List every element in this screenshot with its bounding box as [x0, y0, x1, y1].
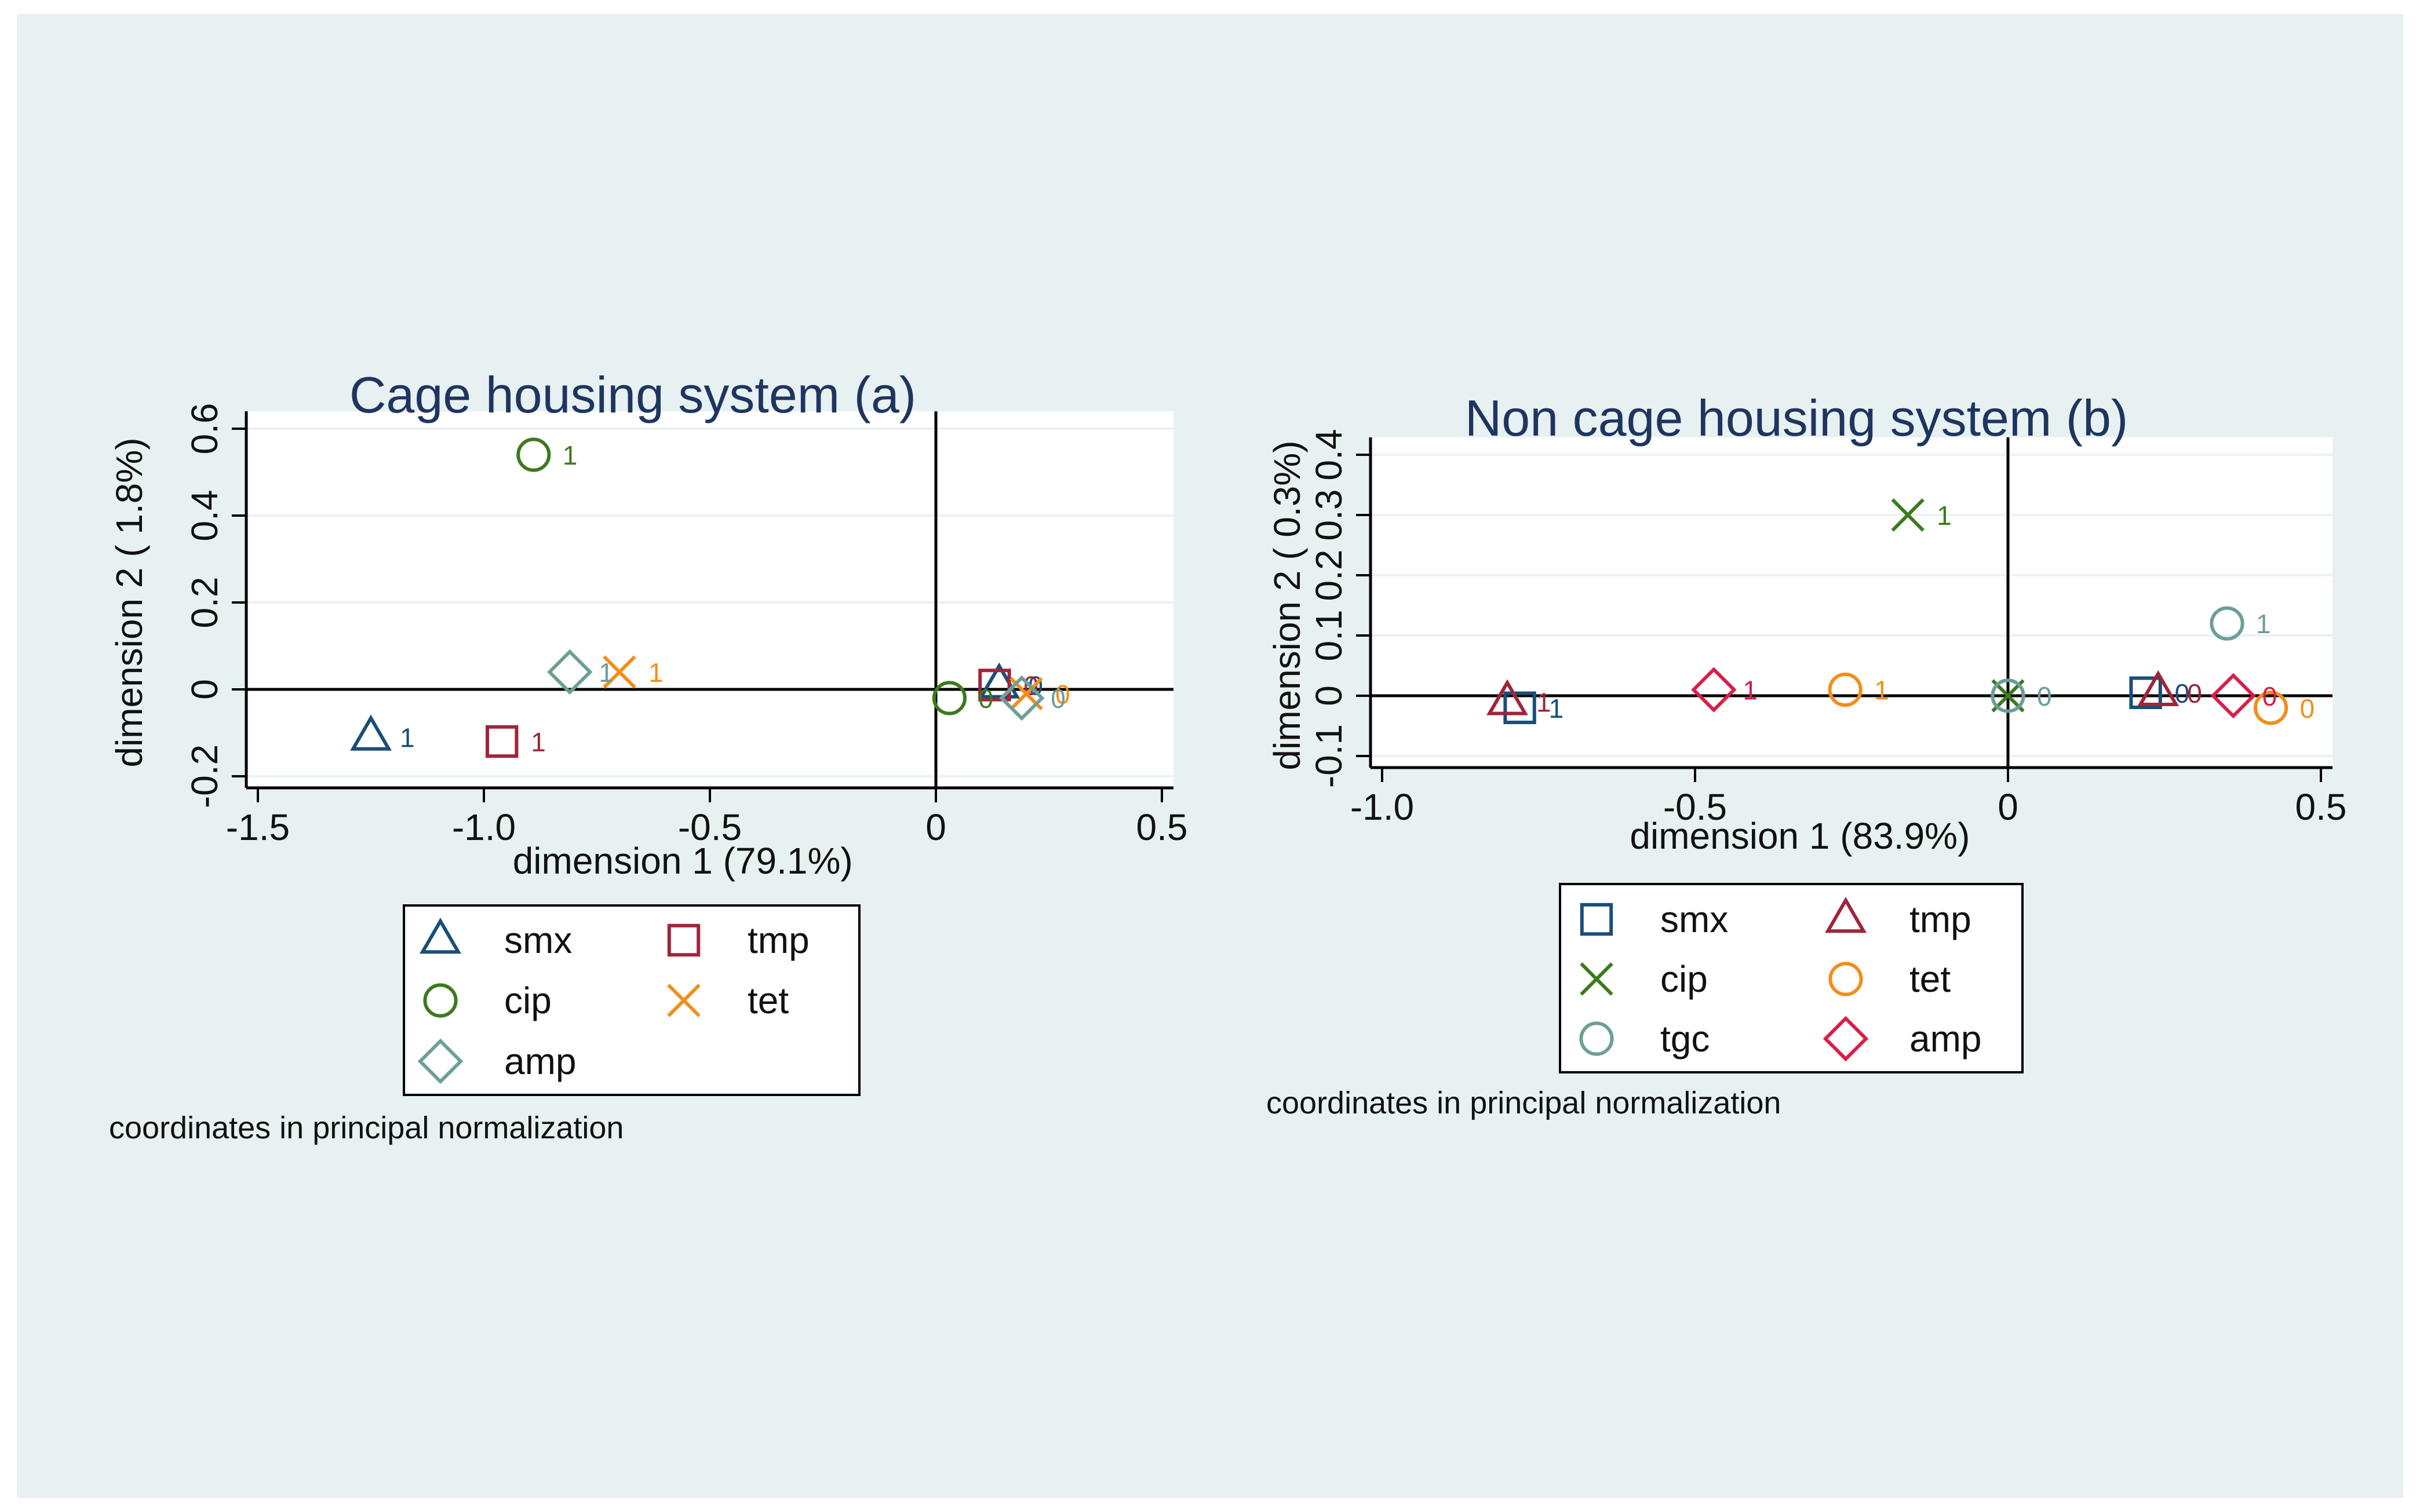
- point-tet-1: [603, 655, 636, 689]
- legend-marker-cip: [1580, 962, 1613, 996]
- point-label-tet-1: 1: [648, 658, 664, 688]
- legend-label-cip: cip: [504, 980, 552, 1021]
- point-label-amp-1: 1: [599, 658, 614, 688]
- point-cip-0: [932, 681, 967, 715]
- normalization-note: coordinates in principal normalization: [1266, 1086, 1781, 1120]
- y-tick-label: 0.2: [1308, 550, 1350, 601]
- point-label-tgc-1: 1: [2256, 609, 2271, 639]
- y-tick-label: -0.2: [184, 744, 225, 808]
- point-label-cip-0: 0: [978, 684, 993, 714]
- legend-label-amp: amp: [504, 1040, 577, 1082]
- legend-marker-tmp: [667, 923, 701, 957]
- legend-marker-tet: [667, 984, 701, 1017]
- x-tick-label: -1.5: [226, 806, 290, 848]
- y-tick-label: -0.1: [1308, 724, 1350, 788]
- point-tet-0: [2254, 691, 2288, 725]
- legend-marker-tet: [1828, 962, 1863, 996]
- point-label-cip-0: 0: [2037, 681, 2052, 711]
- point-tet-1: [1828, 673, 1863, 707]
- legend-marker-tgc: [1579, 1021, 1614, 1056]
- legend-label-tgc: tgc: [1660, 1018, 1710, 1060]
- x-tick-label: 0: [925, 806, 946, 848]
- y-tick-label: 0.1: [1308, 610, 1350, 662]
- point-amp-1: [546, 649, 593, 695]
- legend-label-tmp: tmp: [1909, 899, 1971, 940]
- plot-area: [246, 411, 1173, 788]
- legend-label-cip: cip: [1660, 958, 1708, 1000]
- point-label-smx-1: 1: [400, 723, 415, 753]
- point-tgc-0: [1991, 678, 2025, 713]
- point-label-cip-1: 1: [563, 440, 578, 470]
- legend-label-smx: smx: [504, 919, 572, 961]
- legend-marker-cip: [423, 983, 458, 1018]
- plot-area: [1371, 437, 2332, 768]
- point-label-tmp-0: 0: [2187, 678, 2202, 708]
- chart-title: Non cage housing system (b): [1465, 389, 2129, 447]
- legend-label-amp: amp: [1909, 1018, 1982, 1060]
- x-tick-label: 0.5: [1136, 806, 1188, 848]
- x-tick-label: -0.5: [1663, 786, 1727, 828]
- point-tmp-0: [2137, 670, 2180, 707]
- y-tick-label: 0: [184, 679, 225, 700]
- point-label-tmp-1: 1: [531, 727, 546, 757]
- chart-title: Cage housing system (a): [349, 366, 916, 423]
- y-tick-label: 0.4: [184, 490, 225, 542]
- legend-marker-tmp: [1824, 897, 1867, 933]
- y-tick-label: 0.4: [1308, 429, 1350, 481]
- legend-marker-smx: [1580, 903, 1613, 936]
- point-label-cip-1: 1: [1937, 501, 1952, 531]
- x-tick-label: -0.5: [678, 806, 742, 848]
- non-cage-chart: -1.0 -0.5 0 0.5 -0.1 0 0.1 0.2 0.3 0.4 Non cage ho…: [1266, 389, 2346, 1120]
- point-smx-0: [2129, 676, 2162, 709]
- y-tick-label: 0: [1308, 685, 1350, 706]
- x-tick-label: -1.0: [452, 806, 516, 848]
- y-axis-label: dimension 2 ( 0.3%): [1266, 440, 1308, 770]
- x-tick-label: -1.0: [1350, 786, 1414, 828]
- legend-marker-smx: [419, 918, 462, 954]
- point-label-tet-0: 0: [2300, 693, 2315, 724]
- legend-box: [1559, 883, 2024, 1073]
- point-label-tet-1: 1: [1874, 675, 1889, 706]
- point-label-amp-0: 0: [1051, 684, 1066, 714]
- legend-label-tet: tet: [1909, 958, 1951, 1000]
- point-label-amp-1: 1: [1743, 675, 1758, 706]
- legend-box: [403, 904, 861, 1096]
- point-amp-0: [998, 675, 1045, 721]
- point-label-tet-0: 0: [1055, 680, 1070, 710]
- point-label-tmp-1: 1: [1536, 687, 1551, 717]
- y-tick-label: 0.6: [184, 403, 225, 455]
- x-tick-label: 0: [1998, 786, 2018, 828]
- legend-label-tmp: tmp: [748, 919, 810, 961]
- point-cip-1: [1891, 498, 1925, 532]
- point-label-amp-0: 0: [2262, 681, 2277, 711]
- point-cip-1: [516, 437, 551, 472]
- legend-marker-amp: [417, 1038, 464, 1084]
- point-tgc-1: [2210, 606, 2244, 641]
- point-label-smx-1: 1: [1549, 693, 1564, 724]
- point-amp-1: [1691, 667, 1737, 713]
- point-tmp-0: [978, 669, 1011, 702]
- x-axis-label: dimension 1 (83.9%): [1630, 815, 1970, 857]
- point-smx-1: [349, 714, 392, 751]
- legend-label-tet: tet: [748, 980, 789, 1021]
- normalization-note: coordinates in principal normalization: [109, 1111, 624, 1145]
- cage-chart: -1.5 -1.0 -0.5 0 0.5 -0.2 0 0.2 0.4 0.6 Cage housi…: [108, 366, 1187, 1145]
- point-tmp-1: [486, 725, 519, 758]
- x-tick-label: 0.5: [2295, 786, 2347, 828]
- legend-marker-amp: [1823, 1016, 1869, 1062]
- x-axis-label: dimension 1 (79.1%): [513, 840, 853, 882]
- y-tick-label: 0.2: [184, 577, 225, 629]
- y-axis-label: dimension 2 ( 1.8%): [108, 437, 150, 767]
- point-smx-1: [1503, 691, 1536, 724]
- point-tmp-1: [1486, 679, 1529, 715]
- legend-label-smx: smx: [1660, 899, 1728, 940]
- point-amp-0: [2210, 673, 2257, 719]
- point-label-tgc-0: 0: [2037, 681, 2052, 711]
- y-tick-label: 0.3: [1308, 490, 1350, 541]
